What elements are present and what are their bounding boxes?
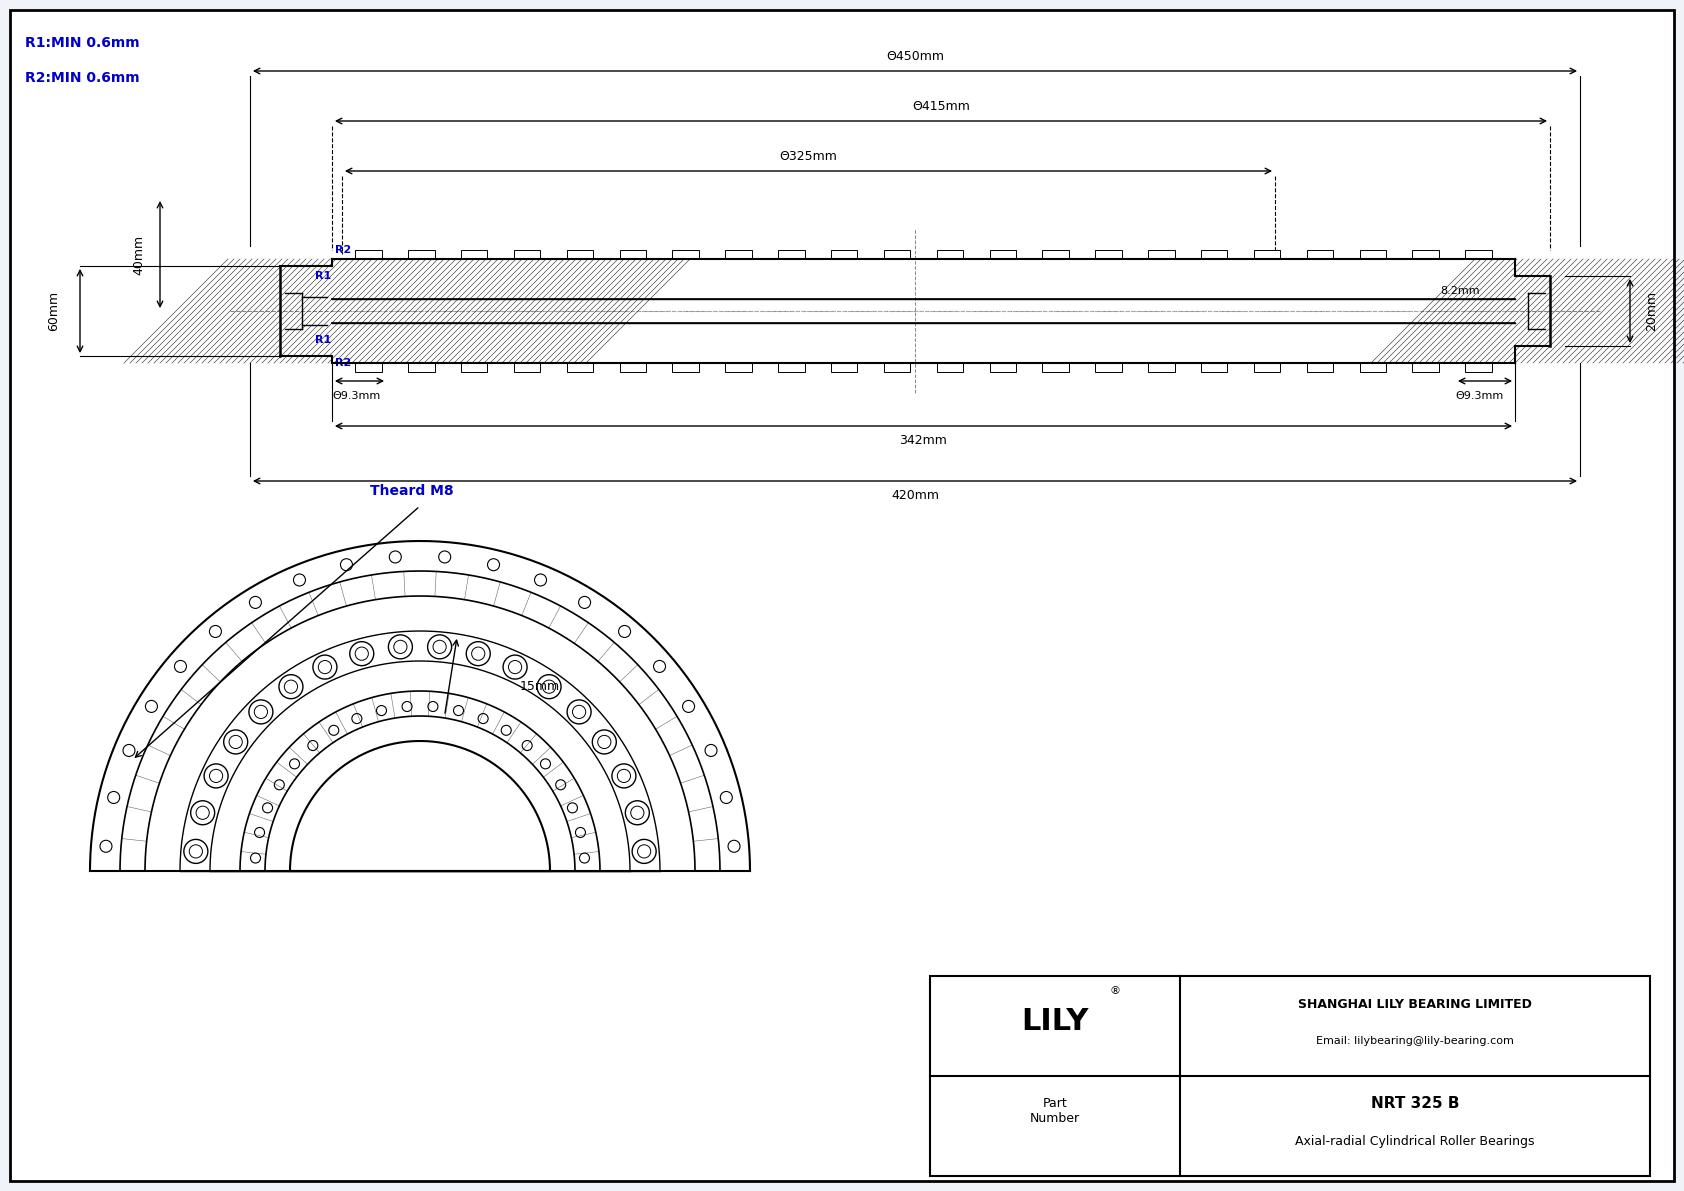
Bar: [1465, 363, 1492, 372]
Bar: [1148, 250, 1175, 258]
Text: Part
Number: Part Number: [1031, 1097, 1079, 1125]
Bar: [408, 250, 434, 258]
Bar: [936, 250, 963, 258]
Text: 15mm: 15mm: [520, 680, 561, 692]
Text: 40mm: 40mm: [131, 235, 145, 275]
Text: Θ9.3mm: Θ9.3mm: [1455, 391, 1504, 401]
Bar: [461, 250, 487, 258]
Bar: [620, 250, 647, 258]
Bar: [1148, 363, 1175, 372]
Bar: [884, 250, 911, 258]
Bar: [1255, 250, 1280, 258]
FancyBboxPatch shape: [930, 975, 1650, 1176]
Bar: [726, 363, 751, 372]
Bar: [936, 363, 963, 372]
Bar: [1307, 363, 1334, 372]
Bar: [1307, 250, 1334, 258]
Bar: [1095, 363, 1122, 372]
Bar: [778, 250, 805, 258]
Bar: [990, 250, 1015, 258]
Text: R1: R1: [315, 272, 332, 281]
Bar: [1042, 250, 1069, 258]
Text: Θ325mm: Θ325mm: [780, 150, 837, 163]
Bar: [568, 363, 593, 372]
Text: 8.2mm: 8.2mm: [1440, 286, 1480, 297]
Bar: [1042, 363, 1069, 372]
Bar: [1413, 363, 1438, 372]
Bar: [461, 363, 487, 372]
FancyBboxPatch shape: [10, 10, 1674, 1181]
Bar: [726, 250, 751, 258]
Text: LILY: LILY: [1021, 1006, 1088, 1035]
Text: 60mm: 60mm: [47, 291, 61, 331]
Text: Axial-radial Cylindrical Roller Bearings: Axial-radial Cylindrical Roller Bearings: [1295, 1135, 1534, 1147]
Text: ®: ®: [1110, 986, 1120, 996]
Bar: [884, 363, 911, 372]
Bar: [1359, 363, 1386, 372]
Bar: [672, 363, 699, 372]
Text: 20mm: 20mm: [1645, 291, 1659, 331]
Text: Email: lilybearing@lily-bearing.com: Email: lilybearing@lily-bearing.com: [1317, 1036, 1514, 1046]
Bar: [1255, 363, 1280, 372]
Bar: [355, 363, 382, 372]
Bar: [672, 250, 699, 258]
Bar: [1201, 363, 1228, 372]
Text: Θ415mm: Θ415mm: [913, 100, 970, 113]
Bar: [1095, 250, 1122, 258]
Text: NRT 325 B: NRT 325 B: [1371, 1097, 1460, 1111]
Bar: [1359, 250, 1386, 258]
Bar: [1413, 250, 1438, 258]
Text: Θ450mm: Θ450mm: [886, 50, 945, 63]
Text: 342mm: 342mm: [899, 434, 948, 447]
Text: Theard M8: Theard M8: [370, 484, 453, 498]
Bar: [514, 250, 541, 258]
Bar: [408, 363, 434, 372]
Bar: [355, 250, 382, 258]
Bar: [514, 363, 541, 372]
Bar: [990, 363, 1015, 372]
Text: R1: R1: [315, 335, 332, 345]
Text: R2: R2: [335, 358, 352, 368]
Text: 420mm: 420mm: [891, 490, 940, 501]
Text: Θ9.3mm: Θ9.3mm: [332, 391, 381, 401]
Bar: [620, 363, 647, 372]
Bar: [1465, 250, 1492, 258]
Text: SHANGHAI LILY BEARING LIMITED: SHANGHAI LILY BEARING LIMITED: [1298, 998, 1532, 1010]
Text: R2:MIN 0.6mm: R2:MIN 0.6mm: [25, 71, 140, 85]
Text: R1:MIN 0.6mm: R1:MIN 0.6mm: [25, 36, 140, 50]
Bar: [568, 250, 593, 258]
Bar: [830, 363, 857, 372]
Bar: [1201, 250, 1228, 258]
Bar: [830, 250, 857, 258]
Bar: [778, 363, 805, 372]
Text: R2: R2: [335, 245, 352, 255]
